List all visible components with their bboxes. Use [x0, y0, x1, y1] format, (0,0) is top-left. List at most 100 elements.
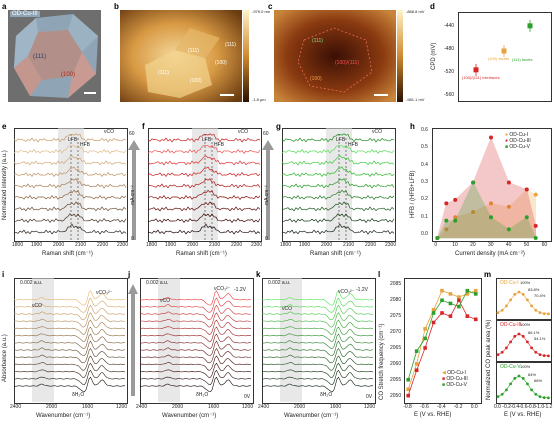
data-point	[423, 336, 427, 341]
x-tick: 2200	[97, 242, 109, 248]
chart-l-ytick: 2050	[390, 392, 402, 399]
spectrum-line	[147, 133, 261, 143]
area-value: 70.4%	[534, 293, 546, 298]
spectrum-line	[13, 319, 126, 335]
chart-h-xtick: 40	[505, 242, 512, 248]
series-line	[497, 291, 549, 315]
spectrum-line	[139, 304, 252, 321]
potential-top: -1.2V	[356, 287, 368, 293]
atr-k-spectra	[261, 278, 374, 402]
panel-b-label: b	[114, 2, 119, 11]
chart-l-xtick: 0.0	[470, 404, 478, 410]
band-highlight	[280, 278, 302, 402]
x-tick: 2000	[187, 242, 199, 248]
x-tick: 2100	[75, 242, 87, 248]
spectrum-line	[139, 290, 252, 306]
potential-bottom: 0V	[366, 394, 373, 400]
data-point	[440, 298, 444, 303]
chart-l-plot	[406, 288, 478, 398]
spectrum-line	[281, 144, 395, 154]
panel-f-label: f	[142, 122, 145, 131]
current-arrow	[128, 140, 140, 240]
chart-d-ytick: -560	[444, 92, 455, 98]
data-point	[406, 387, 411, 392]
x-tick: 1800	[12, 242, 24, 248]
spectrum-line	[13, 144, 127, 154]
chart-d-point-label: (111) facets	[512, 57, 533, 62]
afm-topography-image	[120, 10, 252, 102]
legend-item: ■ OD-Cu-V	[505, 144, 530, 150]
panel-i-label: i	[2, 270, 5, 279]
x-tick: 2000	[46, 404, 58, 410]
data-point	[524, 187, 529, 192]
atr-xlabel: Wavenumber (cm⁻¹)	[162, 413, 217, 419]
atr-i-spectra	[13, 278, 126, 402]
chart-m-xtick: -1.0	[535, 404, 545, 410]
spectrum-line	[147, 178, 261, 189]
area-value: 100%	[520, 364, 531, 369]
panel-c-label: c	[268, 2, 273, 11]
data-point	[547, 396, 550, 400]
data-point	[524, 215, 529, 220]
series-line	[497, 333, 549, 357]
spectrum-line	[13, 178, 127, 189]
data-point	[444, 218, 449, 223]
data-point	[489, 215, 493, 220]
data-point	[444, 227, 449, 232]
chart-h-xtick: 20	[470, 242, 476, 248]
x-tick: 2200	[231, 242, 243, 248]
spectrum-line	[139, 369, 252, 386]
atr-ylabel: Absorbance (a.u.)	[2, 334, 8, 382]
spectrum-line	[261, 355, 374, 371]
co3-label: νCO₃²⁻	[338, 289, 355, 295]
h2o-label: δH₂O	[320, 392, 333, 398]
chart-d-point-label: (100)/(111) interfaces	[462, 75, 500, 80]
data-point	[423, 327, 427, 331]
chart-m-series-label: OD-Cu-V	[500, 364, 521, 370]
hfb-label: HFB	[214, 142, 224, 148]
co-label: νCO	[160, 298, 170, 304]
data-point	[506, 227, 511, 232]
data-point	[431, 311, 436, 315]
chart-m-ylabel: Normalized CO peak area (%)	[486, 319, 492, 400]
spectrum-line	[14, 213, 127, 224]
legend-label: OD-Cu-I	[447, 370, 466, 376]
potential-bottom: 0V	[244, 394, 251, 400]
chart-m-series-label: OD-Cu-I	[500, 280, 519, 286]
data-point	[496, 395, 500, 399]
chart-h-ylabel: HFB / (HFB+LFB)	[410, 170, 416, 218]
potential-top: -1.2V	[234, 287, 246, 293]
chart-l-xlabel: E (V vs. RHE)	[414, 412, 452, 418]
data-point	[473, 317, 478, 322]
spectrum-line	[13, 133, 127, 143]
x-tick: 1900	[165, 242, 177, 248]
atr-xlabel: Wavenumber (cm⁻¹)	[36, 413, 91, 419]
atr-scale: 0.002 a.u.	[20, 280, 43, 286]
sem-image	[8, 10, 101, 102]
panel-d-label: d	[430, 2, 435, 11]
data-point	[448, 301, 453, 306]
x-tick: 1800	[280, 242, 292, 248]
spectrum-line	[261, 290, 374, 306]
spectrum-line	[139, 326, 252, 342]
chart-l-ytick: 2070	[390, 329, 402, 336]
chart-l-ylabel: CO Stretch frequency (cm⁻¹)	[379, 323, 385, 400]
band-highlight	[32, 278, 54, 402]
chart-l-xtick: -0.6	[420, 404, 429, 410]
legend-label: OD-Cu-III	[509, 138, 531, 144]
spectrum-line	[147, 144, 261, 154]
chart-l-xtick: -0.4	[437, 404, 446, 410]
kpfm-scale-bottom: -981.1 mV	[406, 97, 425, 102]
x-tick: 1600	[208, 404, 220, 410]
data-point	[453, 197, 458, 202]
x-tick: 1600	[330, 404, 342, 410]
data-point	[496, 353, 500, 357]
chart-l-ytick: 2075	[390, 313, 402, 320]
spectrum-line	[14, 347, 126, 364]
data-point	[473, 288, 478, 293]
spectrum-line	[281, 189, 395, 200]
chart-h-ytick: 0.4	[421, 161, 428, 168]
spectrum-line	[261, 297, 374, 313]
series-line	[497, 375, 549, 399]
chart-d-frame	[458, 12, 552, 102]
